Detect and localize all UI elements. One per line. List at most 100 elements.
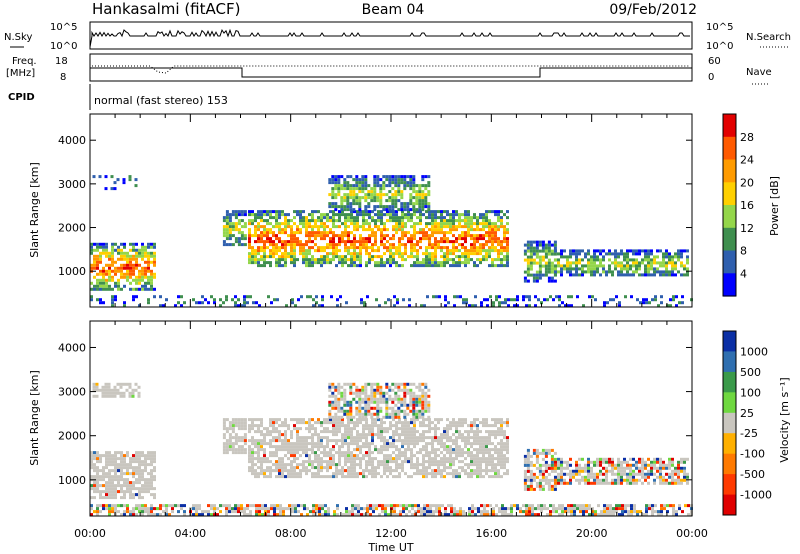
- echo-cell: [422, 258, 425, 262]
- echo-cell: [368, 424, 371, 428]
- echo-cell: [476, 436, 479, 440]
- echo-cell: [248, 255, 251, 259]
- echo-cell: [443, 466, 446, 470]
- echo-cell: [365, 418, 368, 422]
- echo-cell: [312, 298, 315, 302]
- echo-cell: [526, 487, 530, 491]
- echo-cell: [470, 222, 473, 226]
- echo-cell: [382, 175, 386, 179]
- echo-cell: [470, 436, 473, 440]
- echo-cell: [400, 382, 404, 386]
- echo-cell: [138, 278, 141, 282]
- echo-cell: [198, 301, 201, 305]
- echo-cell: [374, 237, 377, 241]
- echo-cell: [138, 275, 141, 279]
- echo-cell: [275, 430, 278, 434]
- echo-cell: [419, 451, 422, 455]
- echo-cell: [370, 394, 374, 398]
- echo-cell: [299, 436, 302, 440]
- echo-cell: [138, 304, 141, 308]
- echo-cell: [380, 427, 383, 431]
- echo-cell: [686, 261, 689, 265]
- echo-cell: [455, 439, 458, 443]
- echo-cell: [138, 457, 141, 461]
- echo-cell: [421, 400, 425, 404]
- echo-cell: [413, 445, 416, 449]
- echo-cell: [403, 403, 407, 407]
- echo-cell: [397, 400, 401, 404]
- echo-cell: [482, 249, 485, 253]
- echo-cell: [611, 270, 614, 274]
- echo-cell: [263, 252, 266, 256]
- echo-cell: [575, 252, 578, 256]
- echo-cell: [590, 460, 593, 464]
- echo-cell: [394, 199, 398, 203]
- echo-cell: [93, 475, 96, 479]
- echo-cell: [332, 454, 335, 458]
- echo-cell: [269, 222, 272, 226]
- echo-cell: [412, 187, 416, 191]
- echo-cell: [195, 504, 198, 508]
- echo-cell: [428, 213, 431, 217]
- echo-cell: [434, 448, 437, 452]
- echo-cell: [434, 451, 437, 455]
- echo-cell: [248, 222, 251, 226]
- echo-cell: [538, 255, 542, 259]
- echo-cell: [434, 213, 437, 217]
- echo-cell: [467, 424, 470, 428]
- echo-cell: [254, 463, 257, 467]
- echo-cell: [408, 298, 411, 302]
- echo-cell: [281, 475, 284, 479]
- echo-cell: [560, 255, 563, 259]
- echo-cell: [668, 481, 671, 485]
- echo-cell: [392, 436, 395, 440]
- echo-cell: [416, 261, 419, 265]
- echo-cell: [392, 243, 395, 247]
- echo-cell: [138, 493, 141, 497]
- echo-cell: [126, 481, 129, 485]
- echo-cell: [401, 225, 404, 229]
- echo-cell: [440, 475, 443, 479]
- echo-cell: [96, 507, 99, 511]
- echo-cell: [629, 267, 632, 271]
- echo-cell: [614, 267, 617, 271]
- echo-cell: [455, 430, 458, 434]
- echo-cell: [374, 466, 377, 470]
- echo-cell: [260, 231, 263, 235]
- echo-cell: [308, 424, 311, 428]
- echo-cell: [358, 409, 362, 413]
- echo-cell: [458, 255, 461, 259]
- echo-cell: [491, 448, 494, 452]
- echo-cell: [529, 484, 533, 488]
- echo-cell: [422, 237, 425, 241]
- echo-cell: [323, 475, 326, 479]
- echo-cell: [269, 252, 272, 256]
- echo-cell: [401, 430, 404, 434]
- echo-cell: [560, 475, 563, 479]
- echo-cell: [111, 454, 114, 458]
- echo-cell: [386, 219, 389, 223]
- echo-cell: [395, 216, 398, 220]
- echo-cell: [467, 216, 470, 220]
- echo-cell: [412, 406, 416, 410]
- echo-cell: [529, 261, 533, 265]
- echo-cell: [254, 252, 257, 256]
- echo-cell: [281, 463, 284, 467]
- echo-cell: [662, 264, 665, 268]
- echo-cell: [446, 433, 449, 437]
- echo-cell: [422, 433, 425, 437]
- echo-cell: [662, 255, 665, 259]
- echo-cell: [291, 510, 294, 514]
- echo-cell: [287, 225, 290, 229]
- echo-cell: [306, 295, 309, 299]
- echo-cell: [389, 427, 392, 431]
- echo-cell: [446, 418, 449, 422]
- echo-cell: [557, 261, 560, 265]
- echo-cell: [479, 460, 482, 464]
- echo-cell: [108, 275, 111, 279]
- echo-cell: [449, 448, 452, 452]
- echo-cell: [416, 243, 419, 247]
- echo-cell: [422, 469, 425, 473]
- echo-cell: [341, 234, 344, 238]
- echo-cell: [141, 478, 144, 482]
